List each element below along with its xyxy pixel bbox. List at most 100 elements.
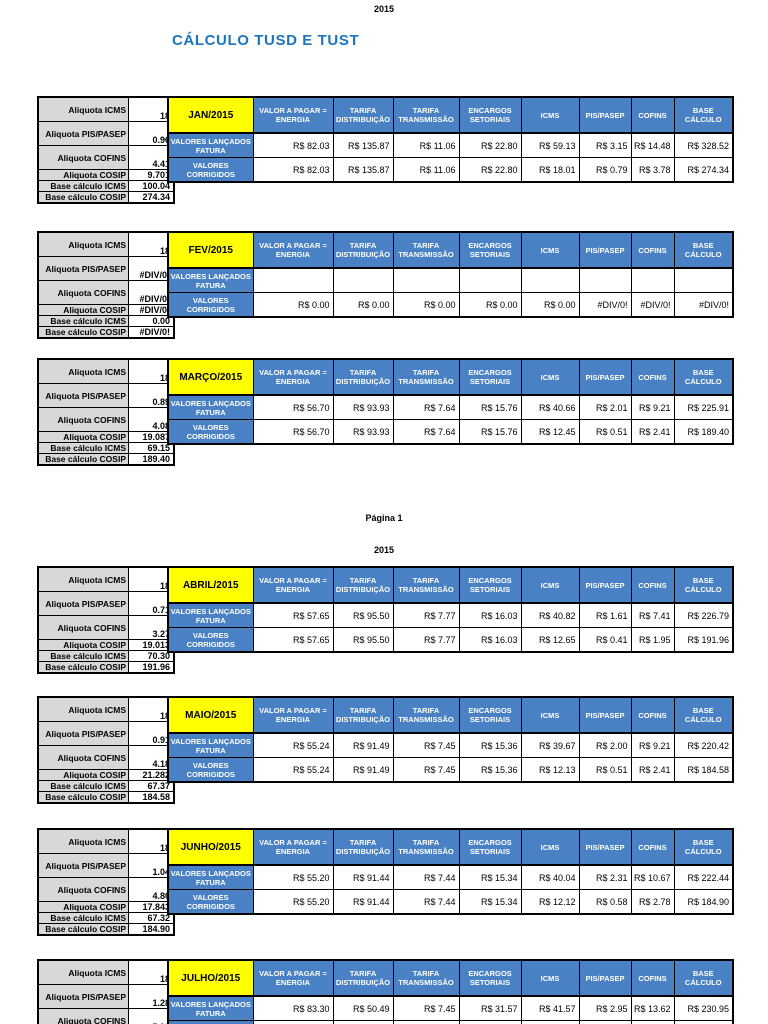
valores-corrigidos-row: VALORES CORRIGIDOS R$ 55.20 R$ 91.44 R$ … [167,889,734,915]
lancados-encargos-setoriais: R$ 15.36 [458,732,522,758]
base-icms-value: 69.15 [128,442,175,454]
aliquota-cosip-row: Aliquota COSIP 9.701 [37,169,175,181]
lancados-tarifa-transmissao: R$ 7.77 [392,602,460,628]
corrigidos-cofins: R$ 2.41 [630,419,675,445]
corrigidos-base-calculo: R$ 274.34 [673,157,734,183]
table-header-row: JUNHO/2015 VALOR A PAGAR = ENERGIA TARIF… [167,828,734,866]
corrigidos-encargos-setoriais: R$ 16.03 [458,627,522,653]
column-header-encargos-setoriais: ENCARGOS SETORIAIS [458,231,522,269]
column-header-base-calculo: BASE CÁLCULO [673,566,734,604]
lancados-base-calculo: R$ 230.95 [673,995,734,1021]
aliquota-cofins-label: Aliquota COFINS [37,280,129,305]
base-cosip-label: Base cálculo COSIP [37,453,129,466]
base-cosip-row: Base cálculo COSIP 191.96 [37,661,175,674]
lancados-valor-energia: R$ 57.65 [252,602,334,628]
column-header-encargos-setoriais: ENCARGOS SETORIAIS [458,566,522,604]
row-label-corrigidos: VALORES CORRIGIDOS [167,889,254,915]
aliquota-cofins-label: Aliquota COFINS [37,745,129,770]
corrigidos-icms: R$ 12.65 [520,627,580,653]
base-icms-value: 70.30 [128,650,175,662]
aliquota-cofins-value: 3.27 [128,615,175,640]
column-header-icms: ICMS [520,96,580,134]
aliquota-cosip-label: Aliquota COSIP [37,639,129,651]
table-header-row: JULHO/2015 VALOR A PAGAR = ENERGIA TARIF… [167,959,734,997]
corrigidos-valor-energia: R$ 57.65 [252,627,334,653]
corrigidos-encargos-setoriais: R$ 0.00 [458,292,522,318]
base-cosip-row: Base cálculo COSIP 189.40 [37,453,175,466]
lancados-icms [520,267,580,293]
corrigidos-base-calculo: #DIV/0! [673,292,734,318]
lancados-icms: R$ 40.82 [520,602,580,628]
column-header-tarifa-distribuicao: TARIFA DISTRIBUIÇÃO [332,696,394,734]
year-header-page2: 2015 [373,545,395,555]
aliquota-pis-value: #DIV/0! [128,256,175,281]
valores-lancados-row: VALORES LANÇADOS FATURA R$ 57.65 R$ 95.5… [167,602,734,628]
row-label-corrigidos: VALORES CORRIGIDOS [167,1020,254,1024]
corrigidos-base-calculo: R$ 191.96 [673,627,734,653]
aliquota-icms-value: 18 [128,828,175,854]
lancados-valor-energia: R$ 56.70 [252,394,334,420]
row-label-lancados: VALORES LANÇADOS FATURA [167,132,254,158]
aliquota-cosip-label: Aliquota COSIP [37,769,129,781]
aliquota-cofins-label: Aliquota COFINS [37,615,129,640]
tusd-tust-table: JAN/2015 VALOR A PAGAR = ENERGIA TARIFA … [167,96,734,183]
base-icms-row: Base cálculo ICMS 67.37 [37,780,175,792]
lancados-base-calculo [673,267,734,293]
aliquota-pis-row: Aliquota PIS/PASEP #DIV/0! [37,256,175,281]
column-header-tarifa-transmissao: TARIFA TRANSMISSÃO [392,959,460,997]
column-header-valor-energia: VALOR A PAGAR = ENERGIA [252,358,334,396]
corrigidos-base-calculo: R$ 189.40 [673,419,734,445]
column-header-icms: ICMS [520,358,580,396]
tusd-tust-table: FEV/2015 VALOR A PAGAR = ENERGIA TARIFA … [167,231,734,318]
column-header-base-calculo: BASE CÁLCULO [673,828,734,866]
aliquota-icms-row: Aliquota ICMS 18 [37,96,175,122]
column-header-pis-pasep: PIS/PASEP [578,566,632,604]
aliquota-pis-label: Aliquota PIS/PASEP [37,256,129,281]
lancados-pis-pasep: R$ 2.01 [578,394,632,420]
aliquota-cosip-row: Aliquota COSIP 21.282 [37,769,175,781]
aliquota-pis-value: 0.89 [128,383,175,408]
aliquota-table: Aliquota ICMS 18 Aliquota PIS/PASEP #DIV… [37,231,175,339]
base-cosip-row: Base cálculo COSIP 274.34 [37,191,175,204]
month-cell: JAN/2015 [167,96,254,134]
lancados-tarifa-transmissao: R$ 7.45 [392,995,460,1021]
corrigidos-valor-energia: R$ 55.24 [252,757,334,783]
column-header-icms: ICMS [520,828,580,866]
column-header-pis-pasep: PIS/PASEP [578,696,632,734]
aliquota-cofins-row: Aliquota COFINS 4.80 [37,877,175,902]
column-header-icms: ICMS [520,959,580,997]
column-header-base-calculo: BASE CÁLCULO [673,231,734,269]
aliquota-cosip-row: Aliquota COSIP #DIV/0! [37,304,175,316]
month-cell: FEV/2015 [167,231,254,269]
lancados-icms: R$ 41.57 [520,995,580,1021]
row-label-lancados: VALORES LANÇADOS FATURA [167,995,254,1021]
aliquota-cosip-row: Aliquota COSIP 19.087 [37,431,175,443]
aliquota-table: Aliquota ICMS 18 Aliquota PIS/PASEP 0.91… [37,696,175,804]
month-cell: MAIO/2015 [167,696,254,734]
base-icms-row: Base cálculo ICMS 69.15 [37,442,175,454]
aliquota-icms-label: Aliquota ICMS [37,231,129,257]
lancados-pis-pasep: R$ 2.95 [578,995,632,1021]
aliquota-icms-value: 18 [128,696,175,722]
lancados-pis-pasep: R$ 2.31 [578,864,632,890]
lancados-cofins [630,267,675,293]
base-cosip-label: Base cálculo COSIP [37,661,129,674]
lancados-base-calculo: R$ 225.91 [673,394,734,420]
lancados-valor-energia: R$ 83.30 [252,995,334,1021]
base-icms-row: Base cálculo ICMS 70.30 [37,650,175,662]
corrigidos-icms: R$ 0.00 [520,292,580,318]
column-header-encargos-setoriais: ENCARGOS SETORIAIS [458,959,522,997]
column-header-base-calculo: BASE CÁLCULO [673,96,734,134]
column-header-tarifa-transmissao: TARIFA TRANSMISSÃO [392,96,460,134]
aliquota-cosip-label: Aliquota COSIP [37,901,129,913]
aliquota-icms-row: Aliquota ICMS 18 [37,959,175,985]
column-header-cofins: COFINS [630,828,675,866]
aliquota-pis-row: Aliquota PIS/PASEP 0.71 [37,591,175,616]
corrigidos-tarifa-distribuicao: R$ 93.93 [332,419,394,445]
base-cosip-value: 189.40 [128,453,175,466]
corrigidos-encargos-setoriais: R$ 22.80 [458,157,522,183]
column-header-tarifa-distribuicao: TARIFA DISTRIBUIÇÃO [332,566,394,604]
corrigidos-pis-pasep: #DIV/0! [578,292,632,318]
column-header-cofins: COFINS [630,231,675,269]
corrigidos-pis-pasep: R$ 0.51 [578,757,632,783]
